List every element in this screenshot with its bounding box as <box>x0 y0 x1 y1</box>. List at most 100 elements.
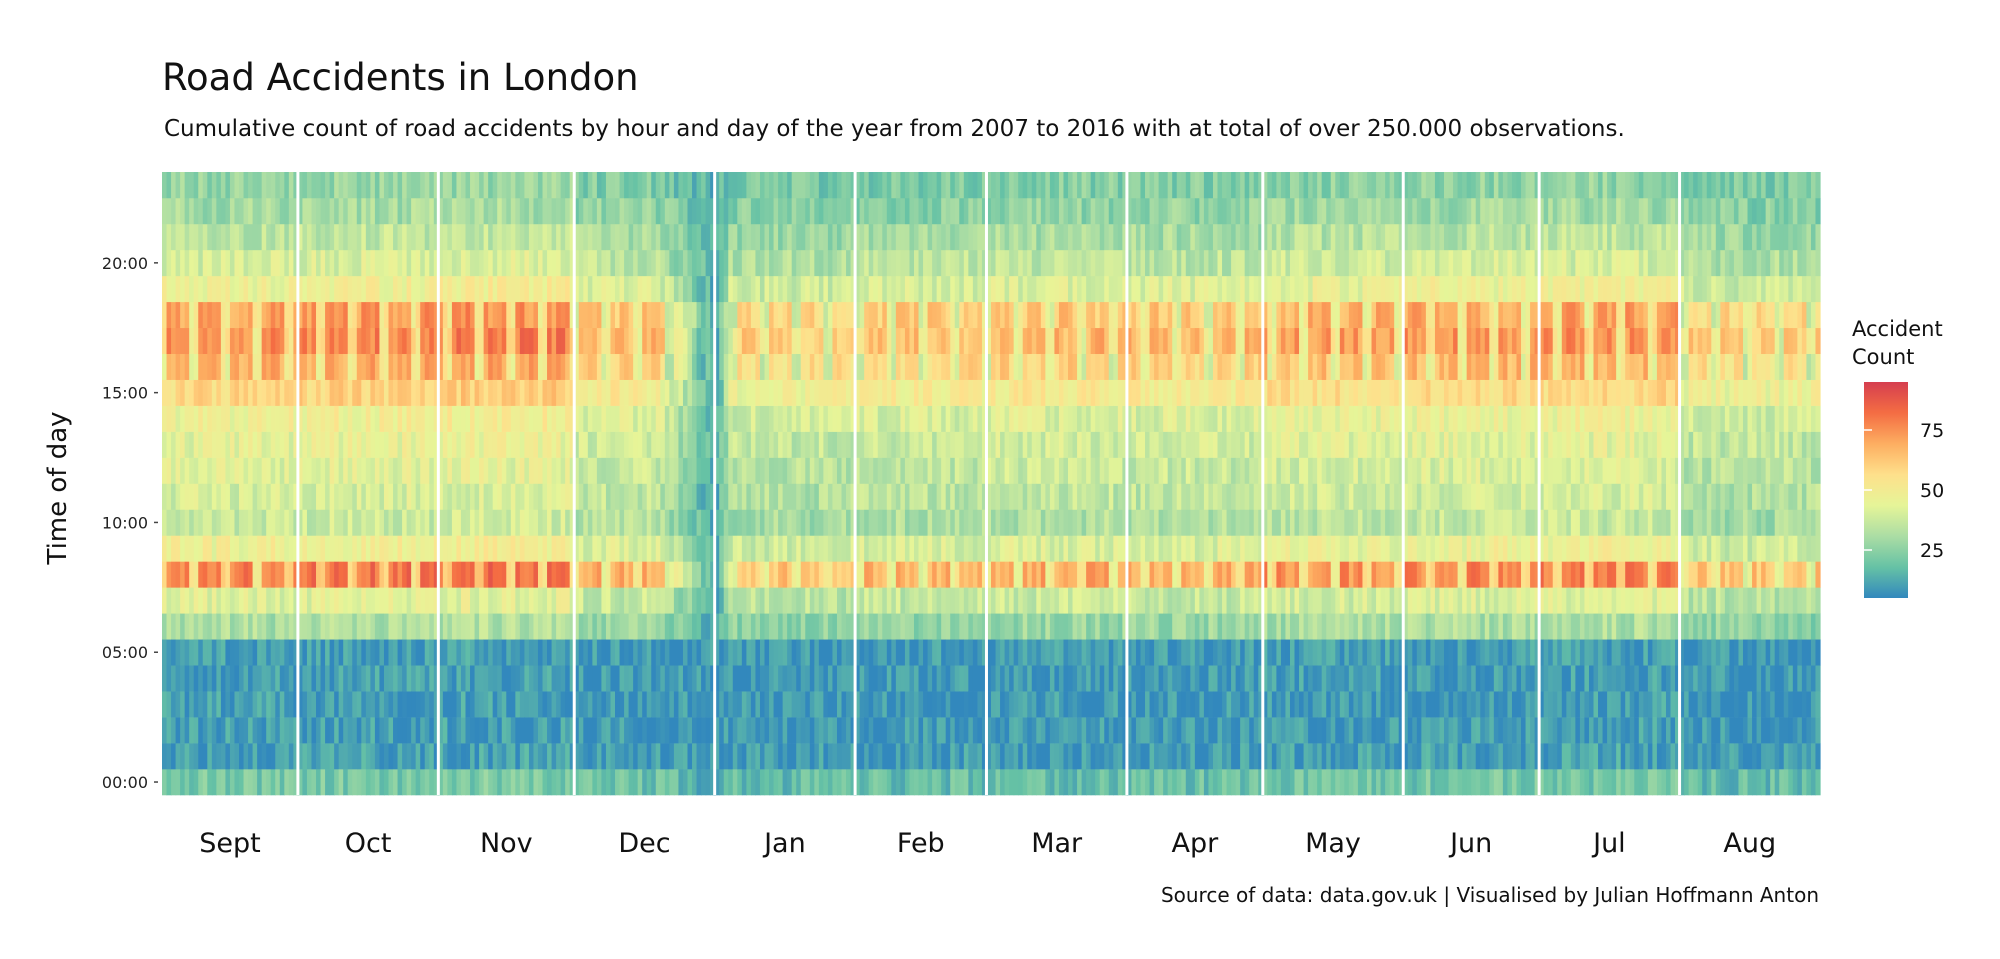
heatmap-cell <box>814 613 820 640</box>
heatmap-cell <box>252 483 258 510</box>
heatmap-cell <box>963 249 969 277</box>
heatmap-cell <box>823 327 829 355</box>
heatmap-cell <box>895 483 901 510</box>
heatmap-cell <box>533 535 539 562</box>
heatmap-cell <box>900 249 906 277</box>
heatmap-cell <box>537 223 544 251</box>
heatmap-cell <box>981 691 988 718</box>
heatmap-cell <box>171 301 177 329</box>
heatmap-cell <box>759 483 766 510</box>
heatmap-cell <box>913 379 920 406</box>
heatmap-cell <box>864 275 870 303</box>
heatmap-cell <box>239 535 245 562</box>
heatmap-cell <box>329 639 335 666</box>
heatmap-cell <box>270 223 276 251</box>
heatmap-cell <box>365 613 371 640</box>
heatmap-cell <box>1099 613 1105 640</box>
heatmap-cell <box>483 457 489 484</box>
heatmap-cell <box>470 691 476 718</box>
heatmap-cell <box>664 172 670 199</box>
heatmap-cell <box>574 743 580 770</box>
heatmap-cell <box>764 301 770 329</box>
heatmap-cell <box>528 691 535 718</box>
heatmap-cell <box>293 665 299 692</box>
heatmap-cell <box>646 535 652 562</box>
heatmap-cell <box>877 639 883 666</box>
heatmap-cell <box>347 275 353 303</box>
heatmap-cell <box>465 457 471 484</box>
heatmap-cell <box>519 405 525 432</box>
heatmap-cell <box>787 509 793 536</box>
heatmap-cell <box>682 353 689 380</box>
heatmap-cell <box>991 665 997 692</box>
heatmap-cell <box>1054 639 1060 666</box>
heatmap-cell <box>891 457 897 484</box>
heatmap-cell <box>171 613 177 640</box>
heatmap-cell <box>895 743 901 770</box>
heatmap-cell <box>578 665 584 692</box>
heatmap-cell <box>352 223 358 251</box>
heatmap-cell <box>420 275 426 303</box>
heatmap-cell <box>759 353 766 380</box>
heatmap-cell <box>365 172 371 199</box>
heatmap-cell <box>1027 535 1033 562</box>
heatmap-cell <box>805 743 811 770</box>
heatmap-cell <box>895 717 901 744</box>
heatmap-cell <box>1040 535 1046 562</box>
heatmap-cell <box>492 327 498 355</box>
heatmap-cell <box>320 405 326 432</box>
heatmap-cell <box>1068 717 1074 744</box>
heatmap-cell <box>1072 717 1078 744</box>
heatmap-cell <box>791 691 797 718</box>
heatmap-cell <box>1045 197 1051 225</box>
heatmap-cell <box>420 353 426 380</box>
heatmap-cell <box>266 327 272 355</box>
heatmap-cell <box>574 353 580 380</box>
heatmap-cell <box>447 431 453 458</box>
heatmap-cell <box>787 769 793 796</box>
heatmap-cell <box>343 379 349 406</box>
heatmap-cell <box>397 223 403 251</box>
heatmap-cell <box>528 223 535 251</box>
heatmap-cell <box>311 457 317 484</box>
heatmap-cell <box>746 613 752 640</box>
heatmap-cell <box>778 327 784 355</box>
heatmap-cell <box>297 613 304 640</box>
heatmap-cell <box>519 769 525 796</box>
heatmap-cell <box>406 275 412 303</box>
heatmap-cell <box>728 249 734 277</box>
heatmap-cell <box>1063 249 1069 277</box>
heatmap-cell <box>719 691 725 718</box>
heatmap-cell <box>1036 613 1042 640</box>
heatmap-cell <box>420 327 426 355</box>
heatmap-cell <box>728 301 734 329</box>
heatmap-cell <box>374 172 381 199</box>
heatmap-cell <box>587 691 593 718</box>
heatmap-cell <box>913 223 920 251</box>
heatmap-cell <box>533 743 539 770</box>
heatmap-cell <box>601 509 607 536</box>
heatmap-cell <box>248 405 254 432</box>
heatmap-cell <box>587 457 593 484</box>
heatmap-cell <box>361 379 367 406</box>
heatmap-cell <box>370 613 376 640</box>
heatmap-cell <box>470 665 476 692</box>
heatmap-cell <box>189 223 195 251</box>
heatmap-cell <box>796 301 802 329</box>
heatmap-cell <box>497 353 503 380</box>
heatmap-cell <box>1013 249 1019 277</box>
heatmap-cell <box>239 639 245 666</box>
heatmap-cell <box>877 353 883 380</box>
heatmap-cell <box>660 223 666 251</box>
heatmap-cell <box>991 223 997 251</box>
heatmap-cell <box>619 665 625 692</box>
heatmap-cell <box>619 613 625 640</box>
heatmap-cell <box>180 509 186 536</box>
heatmap-cell <box>950 587 956 614</box>
heatmap-cell <box>696 275 702 303</box>
heatmap-cell <box>488 535 494 562</box>
heatmap-cell <box>710 172 716 199</box>
heatmap-cell <box>1000 249 1006 277</box>
heatmap-cell <box>492 587 498 614</box>
heatmap-cell <box>506 769 512 796</box>
